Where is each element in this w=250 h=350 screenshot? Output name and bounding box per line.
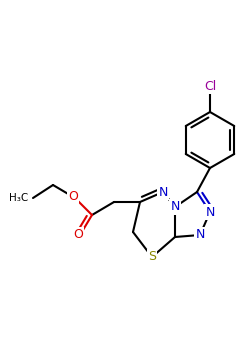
Text: N: N bbox=[158, 186, 168, 198]
Text: N: N bbox=[195, 229, 205, 241]
Text: O: O bbox=[73, 229, 83, 241]
Text: O: O bbox=[68, 189, 78, 203]
Text: N: N bbox=[170, 201, 180, 214]
Text: Cl: Cl bbox=[204, 79, 216, 92]
Text: H₃C: H₃C bbox=[9, 193, 28, 203]
Text: S: S bbox=[148, 251, 156, 264]
Text: N: N bbox=[205, 205, 215, 218]
